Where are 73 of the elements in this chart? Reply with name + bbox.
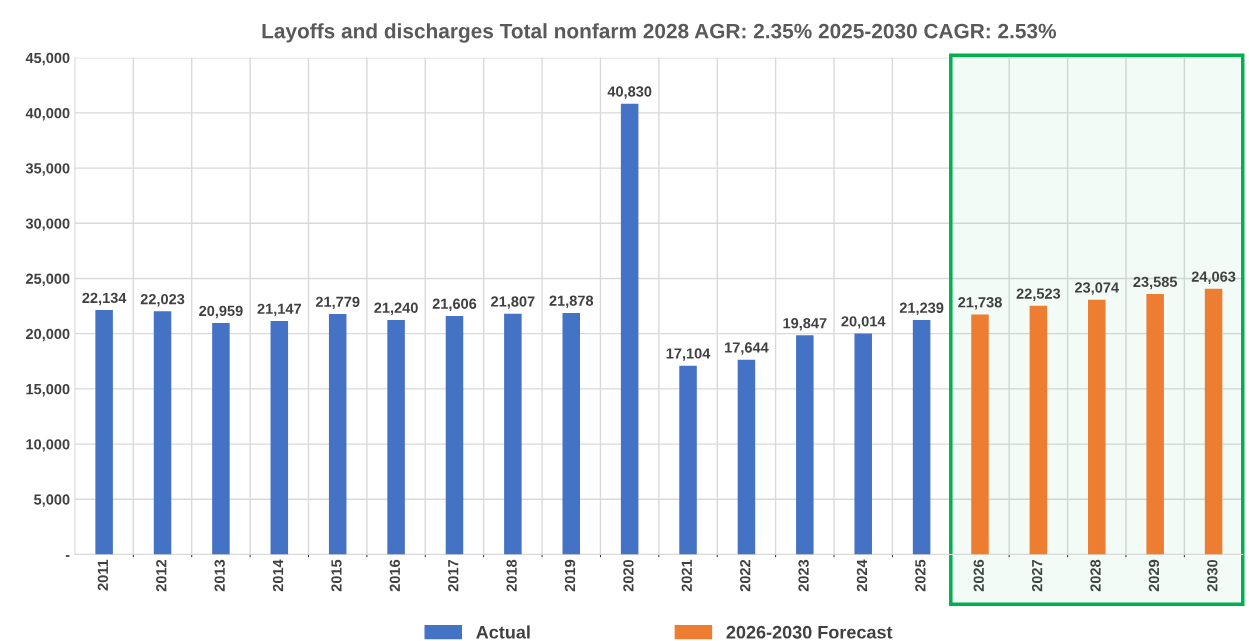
y-tick-label: 30,000 [25,218,70,231]
data-label: 23,585 [1133,276,1178,290]
x-tick-label: 2019 [564,559,576,592]
x-tick-label: 2021 [681,559,692,592]
y-tick-label: 45,000 [25,52,70,66]
x-tick-label: 2022 [740,559,751,592]
x-tick-label: 2011 [97,559,109,591]
y-tick-label: 5,000 [34,494,70,507]
data-label: 21,240 [374,302,418,316]
bar [212,323,230,555]
x-tick-label: 2023 [798,559,809,592]
data-label: 17,644 [725,342,769,355]
y-tick-label: 15,000 [26,383,70,397]
y-tick-label: 20,000 [25,328,70,342]
x-tick-label: 2028 [1090,559,1101,592]
bar [95,310,113,555]
data-label: 21,807 [491,296,535,309]
bar [620,103,639,555]
bar [328,314,347,555]
x-tick-label: 2025 [915,559,926,592]
x-tick-label: 2020 [623,559,634,592]
x-tick-label: 2017 [448,559,459,592]
data-label: 20,014 [841,316,886,329]
x-tick-label: 2015 [331,559,342,592]
data-label: 22,523 [1016,288,1061,301]
chart-title: Layoffs and discharges Total nonfarm 2028 AGR: 2.35% 2025-2030 CAGR: 2.53% [262,23,1057,43]
x-tick-label: 2018 [506,559,517,592]
legend-label: Actual [476,625,530,639]
bar [1088,299,1106,555]
data-label: 21,147 [257,303,301,317]
bar [737,359,756,555]
bar [854,333,872,555]
bar [445,315,464,555]
bar [971,314,989,555]
bar [1146,294,1164,555]
bar [796,335,814,555]
bar [562,312,581,555]
data-label: 17,104 [666,348,711,361]
x-tick-label: 2016 [389,559,400,592]
x-tick-label: 2027 [1031,559,1043,592]
bar [270,321,289,555]
x-tick-label: 2012 [156,559,167,592]
data-label: 21,239 [899,302,944,316]
data-label: 21,779 [315,296,360,310]
y-tick-label: 10,000 [26,439,70,452]
bar [1204,288,1223,555]
bar [387,319,405,555]
y-tick-label: 40,000 [25,107,70,121]
y-tick-label: 35,000 [25,163,70,176]
data-label: 20,959 [199,305,243,319]
x-tick-label: 2014 [272,559,284,592]
x-tick-label: 2029 [1148,559,1160,592]
data-label: 21,738 [958,297,1002,310]
data-label: 19,847 [783,317,827,331]
y-tick-label: - [65,555,70,557]
bar [504,313,522,555]
data-label: 21,606 [432,298,477,312]
data-label: 22,134 [82,292,127,306]
bar [153,311,172,555]
data-label: 24,063 [1191,271,1236,284]
data-label: 22,023 [140,293,185,307]
x-tick-label: 2024 [856,559,868,592]
y-tick-label: 25,000 [25,273,70,287]
data-label: 23,074 [1074,282,1119,295]
legend-label: 2026-2030 Forecast [726,625,893,639]
bar [1029,305,1048,555]
x-tick-label: 2030 [1207,559,1218,592]
bar [912,320,931,555]
x-tick-label: 2026 [973,559,984,592]
data-label: 40,830 [607,86,652,99]
bar [679,365,697,555]
data-label: 21,878 [549,295,594,309]
x-tick-label: 2013 [214,559,225,592]
